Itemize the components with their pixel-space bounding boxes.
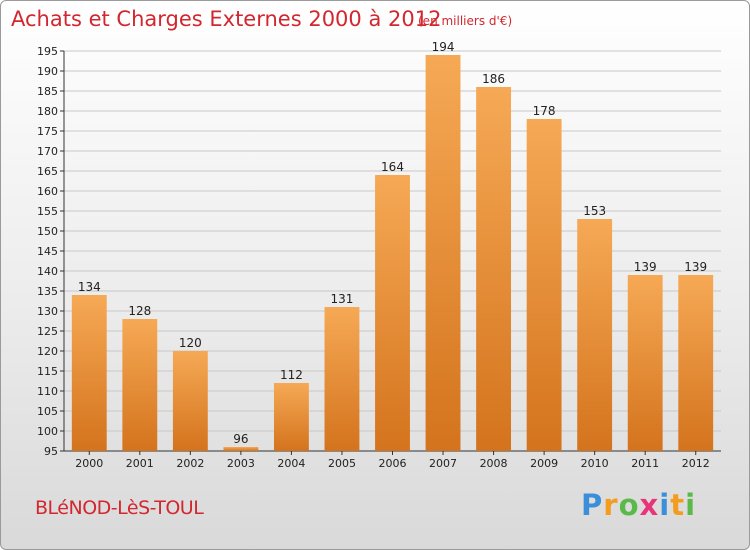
y-tick-label: 135	[37, 285, 58, 298]
proxiti-logo: Proxiti	[581, 488, 696, 522]
y-tick-label: 115	[37, 365, 58, 378]
logo-letter: r	[603, 488, 619, 522]
x-tick-label: 2001	[126, 457, 154, 470]
x-tick-label: 2000	[75, 457, 103, 470]
logo-letter: P	[581, 488, 604, 522]
logo-letter: x	[639, 488, 660, 522]
logo-letter: o	[618, 488, 640, 522]
y-tick-label: 125	[37, 325, 58, 338]
bar-value-label: 131	[331, 292, 354, 306]
bar-2006	[375, 175, 410, 451]
y-tick-label: 160	[37, 185, 58, 198]
y-tick-label: 130	[37, 305, 58, 318]
y-tick-label: 180	[37, 105, 58, 118]
bar-value-label: 112	[280, 368, 303, 382]
bar-value-label: 178	[533, 104, 556, 118]
x-tick-label: 2006	[379, 457, 407, 470]
bar-value-label: 153	[583, 204, 606, 218]
y-tick-label: 175	[37, 125, 58, 138]
x-tick-label: 2005	[328, 457, 356, 470]
x-tick-label: 2004	[277, 457, 305, 470]
y-tick-label: 110	[37, 385, 58, 398]
bar-2007	[425, 55, 461, 451]
chart-title: Achats et Charges Externes 2000 à 2012	[11, 7, 442, 31]
y-tick-label: 195	[37, 45, 58, 58]
bar-2004	[273, 383, 309, 451]
bar-value-label: 194	[432, 40, 455, 54]
x-tick-label: 2003	[227, 457, 255, 470]
y-tick-label: 150	[37, 225, 58, 238]
y-tick-label: 120	[37, 345, 58, 358]
bar-value-label: 139	[684, 260, 707, 274]
commune-name: BLéNOD-LèS-TOUL	[35, 497, 204, 519]
x-tick-label: 2009	[530, 457, 558, 470]
bar-value-label: 120	[179, 336, 202, 350]
bar-2001	[122, 319, 158, 451]
bar-2000	[71, 295, 107, 451]
x-tick-label: 2011	[631, 457, 659, 470]
bar-2005	[324, 307, 360, 451]
bar-value-label: 139	[634, 260, 657, 274]
bar-value-label: 186	[482, 72, 505, 86]
y-tick-label: 190	[37, 65, 58, 78]
x-tick-label: 2002	[176, 457, 204, 470]
bar-value-label: 128	[128, 304, 151, 318]
bar-2002	[172, 351, 208, 451]
bar-2003	[223, 447, 259, 451]
y-tick-label: 95	[44, 445, 58, 458]
x-tick-label: 2008	[480, 457, 508, 470]
y-tick-label: 140	[37, 265, 58, 278]
bar-2011	[627, 275, 663, 451]
logo-letter: i	[685, 488, 697, 522]
bar-value-label: 134	[78, 280, 101, 294]
logo-letter: t	[670, 488, 686, 522]
bar-2009	[526, 119, 562, 451]
x-tick-label: 2010	[581, 457, 609, 470]
bar-2010	[577, 219, 613, 451]
x-tick-label: 2012	[682, 457, 710, 470]
y-tick-label: 185	[37, 85, 58, 98]
y-tick-label: 105	[37, 405, 58, 418]
x-tick-label: 2007	[429, 457, 457, 470]
y-tick-label: 145	[37, 245, 58, 258]
bar-value-label: 164	[381, 160, 404, 174]
y-tick-label: 170	[37, 145, 58, 158]
bar-2008	[476, 87, 512, 451]
bar-value-label: 96	[233, 432, 248, 446]
bar-2012	[678, 275, 714, 451]
logo-letter: i	[659, 488, 671, 522]
chart-unit-subtitle: (en milliers d'€)	[418, 14, 513, 28]
y-tick-label: 100	[37, 425, 58, 438]
y-tick-label: 165	[37, 165, 58, 178]
y-tick-label: 155	[37, 205, 58, 218]
